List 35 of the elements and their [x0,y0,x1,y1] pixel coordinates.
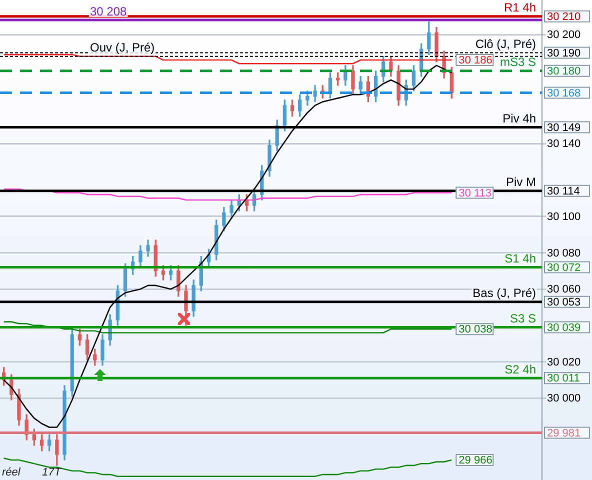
data-label: 30 113 [458,187,492,200]
ref-line-label: Piv 4h [502,112,536,126]
y-tick-label: 30 100 [547,210,581,223]
ref-line-label: R1 4h [504,0,536,15]
y-tick-label: 30 140 [547,138,581,150]
ref-line-label: Bas (J, Pré) [472,286,536,300]
data-label: 30 186 [458,54,492,67]
ref-line-label: S2 4h [504,362,536,376]
y-tick-label: 30 020 [547,356,581,368]
y-tick-label: 30 000 [547,392,581,405]
y-tick-label: 30 060 [547,284,581,296]
annotation: 17T [42,466,62,479]
y-tick-label: 30 114 [547,185,580,198]
ref-line-label: S1 4h [504,252,536,266]
ref-line-label: 30 208 [90,4,128,18]
y-tick-label: 30 080 [547,247,581,260]
y-tick-label: 30 168 [547,87,581,100]
y-tick-label: 29 981 [547,427,581,440]
ref-line-label: Clô (J, Pré) [475,37,536,52]
y-tick-label: 30 190 [547,47,581,60]
ref-line-label: Piv M [506,175,536,190]
y-tick-label: 30 072 [547,262,581,274]
y-tick-label: 30 180 [547,65,581,78]
y-tick-label: 30 053 [547,296,581,308]
y-tick-label: 30 011 [547,372,580,385]
y-tick-label: 30 200 [547,29,581,42]
y-tick-label: 30 039 [547,322,581,334]
y-tick-label: 30 210 [547,10,581,23]
annotation: réel [2,466,21,479]
ref-line-label: mS3 S [500,55,536,70]
data-label: 30 038 [458,324,492,336]
data-label: 29 966 [458,454,492,467]
ref-line-label: S3 S [510,312,536,326]
y-tick-label: 30 149 [547,122,581,134]
ref-line-label: Ouv (J, Pré) [90,40,155,55]
